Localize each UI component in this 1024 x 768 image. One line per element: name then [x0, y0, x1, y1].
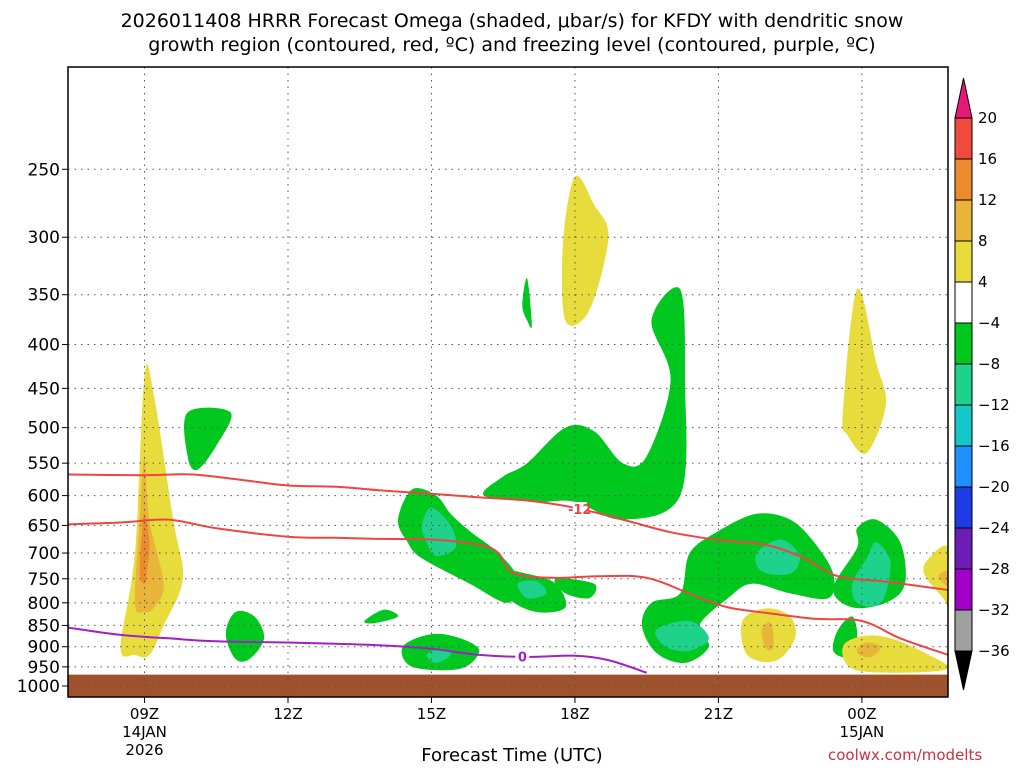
x-tick-label: 21Z: [704, 705, 733, 723]
colorbar-cell: [954, 117, 973, 160]
colorbar-label: −4: [978, 314, 1000, 332]
colorbar-label: 12: [978, 191, 997, 209]
colorbar-label: −8: [978, 355, 1000, 373]
contour-line-2: [68, 626, 648, 674]
colorbar-cell: [954, 609, 973, 652]
y-tick-label: 800: [28, 594, 60, 614]
omega-region-4: [225, 610, 265, 662]
colorbar-cell: [954, 363, 973, 406]
y-tick-label: 950: [28, 658, 60, 678]
colorbar-cell: [954, 445, 973, 488]
colorbar-label: −24: [978, 519, 1010, 537]
colorbar-label: −12: [978, 396, 1010, 414]
contour-label-bg: [515, 649, 530, 664]
x-tick-date: 15JAN: [840, 723, 885, 741]
contour-label: -12: [568, 503, 592, 518]
omega-region-27: [923, 545, 948, 607]
y-tick-label: 650: [28, 516, 60, 536]
colorbar-label: 20: [978, 109, 997, 127]
colorbar-cell: [954, 404, 973, 447]
omega-region-11: [517, 580, 547, 599]
x-tick-year: 2026: [125, 741, 163, 759]
colorbar-cell: [954, 486, 973, 529]
omega-region-9: [426, 648, 451, 663]
omega-region-24: [842, 288, 887, 454]
colorbar-label: −32: [978, 601, 1010, 619]
colorbar-cell: [954, 527, 973, 570]
colorbar-cell: [954, 240, 973, 283]
colorbar-cell: [954, 199, 973, 242]
contour-label-bg: [572, 502, 587, 517]
colorbar-label: −16: [978, 437, 1010, 455]
omega-region-26: [856, 642, 882, 658]
colorbar-label: 4: [978, 273, 988, 291]
colorbar-cell: [954, 568, 973, 611]
chart-title-line1: 2026011408 HRRR Forecast Omega (shaded, …: [120, 10, 904, 32]
colorbar-cell: [954, 158, 973, 201]
x-tick-date: 14JAN: [122, 723, 167, 741]
chart-title-line2: growth region (contoured, red, ºC) and f…: [148, 34, 876, 56]
x-tick-label: 15Z: [417, 705, 446, 723]
x-tick-label: 18Z: [560, 705, 589, 723]
y-tick-label: 600: [28, 487, 60, 507]
omega-region-28: [938, 570, 948, 587]
omega-region-23: [851, 542, 891, 607]
colorbar-bottom-arrow: [954, 650, 973, 691]
omega-region-13: [483, 287, 687, 520]
omega-region-3: [184, 407, 232, 471]
colorbar-label: 8: [978, 232, 988, 250]
colorbar-label: 16: [978, 150, 997, 168]
y-tick-label: 350: [28, 286, 60, 306]
y-tick-label: 250: [28, 160, 60, 180]
omega-region-17: [655, 620, 709, 652]
contour-line-1: [68, 518, 948, 656]
colorbar-label: −36: [978, 642, 1010, 660]
colorbar-cell: [954, 322, 973, 365]
plot-frame: [67, 66, 949, 698]
contour-label: 0: [518, 651, 527, 666]
y-tick-label: 700: [28, 544, 60, 564]
y-tick-label: 400: [28, 335, 60, 355]
colorbar-label: −28: [978, 560, 1010, 578]
y-tick-label: 450: [28, 379, 60, 399]
y-tick-label: 750: [28, 570, 60, 590]
credit-text: coolwx.com/modelts: [828, 746, 983, 764]
colorbar-cell: [954, 281, 973, 324]
x-tick-label: 00Z: [847, 705, 876, 723]
omega-region-18: [755, 539, 801, 576]
y-tick-label: 550: [28, 454, 60, 474]
colorbar-top-arrow: [954, 77, 973, 119]
omega-region-14: [561, 175, 609, 326]
contour-line-0: [68, 473, 948, 591]
y-tick-label: 1000: [17, 677, 60, 697]
y-tick-label: 300: [28, 228, 60, 248]
x-tick-label: 09Z: [130, 705, 159, 723]
omega-region-15: [522, 278, 532, 329]
omega-region-0: [120, 364, 184, 658]
omega-region-5: [364, 609, 399, 624]
omega-region-7: [421, 507, 457, 556]
y-tick-label: 500: [28, 419, 60, 439]
x-tick-label: 12Z: [273, 705, 302, 723]
colorbar-label: −20: [978, 478, 1010, 496]
omega-region-20: [761, 622, 774, 651]
y-tick-label: 850: [28, 616, 60, 636]
x-axis-label: Forecast Time (UTC): [421, 745, 603, 766]
y-tick-label: 900: [28, 638, 60, 658]
